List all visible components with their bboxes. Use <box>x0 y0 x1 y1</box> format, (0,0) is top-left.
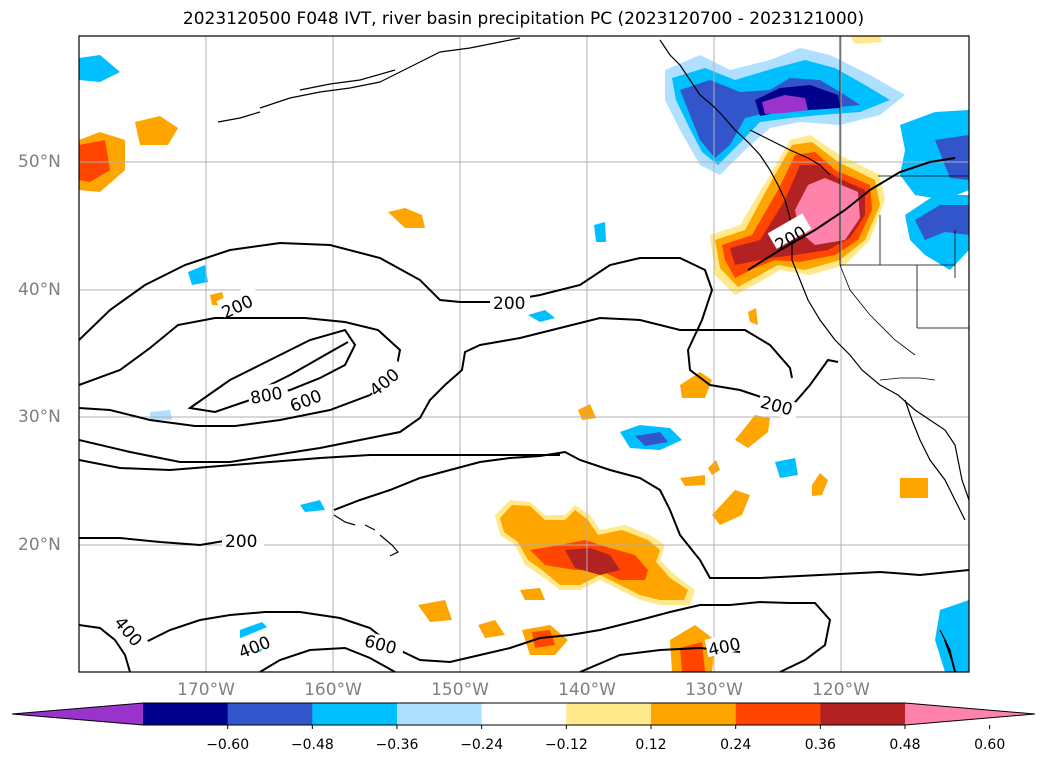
pos-anomaly-region <box>748 308 758 325</box>
borders <box>839 36 969 381</box>
contour-label: 200 <box>758 393 795 421</box>
pos-anomaly-region <box>712 490 750 525</box>
lon-label: 160°W <box>304 680 362 700</box>
neg-anomaly-region <box>935 600 969 672</box>
colorbar-bin <box>397 703 483 725</box>
colorbar-bin <box>735 703 821 725</box>
colorbar-tick-label: −0.60 <box>206 737 250 753</box>
neg-anomaly-region <box>188 265 208 285</box>
colorbar-bin <box>820 703 906 725</box>
colorbar-tick-label: 0.48 <box>889 737 921 753</box>
neg-anomaly-region <box>635 432 668 446</box>
lon-label: 140°W <box>558 680 616 700</box>
ivt-contours <box>79 157 969 672</box>
colorbar-tick-label: −0.48 <box>290 737 334 753</box>
pos-anomaly-region <box>532 630 555 648</box>
colorbar-bin <box>566 703 652 725</box>
lat-label: 40°N <box>18 280 61 300</box>
colorbar-bin <box>481 703 567 725</box>
colorbar-bin <box>651 703 737 725</box>
colorbar <box>11 702 1036 729</box>
colorbar-tick-label: 0.36 <box>804 737 836 753</box>
pos-anomaly-region <box>478 620 505 638</box>
colorbar-bin <box>312 703 398 725</box>
colorbar-tick-label: −0.12 <box>544 737 588 753</box>
pos-anomaly-region <box>418 600 452 622</box>
pos-anomaly-region <box>135 116 178 145</box>
pos-anomaly-region <box>680 372 712 398</box>
lon-label: 130°W <box>685 680 743 700</box>
pos-anomaly-region <box>850 36 882 44</box>
colorbar-tick-label: −0.24 <box>460 737 504 753</box>
pos-anomaly-region <box>900 478 928 498</box>
neg-anomaly-region <box>300 500 325 512</box>
lon-label: 120°W <box>812 680 870 700</box>
pos-anomaly-region <box>520 588 545 600</box>
lon-label: 150°W <box>431 680 489 700</box>
lat-label: 50°N <box>18 152 61 172</box>
colorbar-tick-label: 0.60 <box>974 737 1006 753</box>
neg-anomaly-region <box>915 205 969 240</box>
neg-anomaly-region <box>528 310 555 322</box>
lat-label: 30°N <box>18 407 61 427</box>
colorbar-extend-max <box>905 703 1035 725</box>
colorbar-tick-label: −0.36 <box>375 737 419 753</box>
colorbar-outline <box>11 702 1036 726</box>
pos-anomaly-region <box>795 178 860 245</box>
contour-label: 800 <box>249 384 284 409</box>
graticule <box>79 36 969 672</box>
lat-label: 20°N <box>18 535 61 555</box>
lon-label: 170°W <box>177 680 235 700</box>
contour-label: 200 <box>493 294 525 314</box>
plot-frame <box>78 35 970 673</box>
map-title: 2023120500 F048 IVT, river basin precipi… <box>182 9 865 29</box>
pos-anomaly-region <box>565 548 620 575</box>
pos-anomaly-region <box>735 415 770 448</box>
neg-anomaly-region <box>79 55 120 82</box>
precip-shading <box>79 36 969 672</box>
pos-anomaly-region <box>388 208 425 228</box>
pos-anomaly-region <box>79 140 110 182</box>
neg-anomaly-region <box>775 458 798 478</box>
coastlines <box>217 37 969 672</box>
contour-label: 600 <box>362 631 399 659</box>
pos-anomaly-region <box>812 473 828 496</box>
neg-anomaly-region <box>150 410 172 420</box>
pos-anomaly-region <box>680 475 705 486</box>
colorbar-bin <box>227 703 313 725</box>
colorbar-bin <box>143 703 229 725</box>
colorbar-tick-label: 0.24 <box>720 737 752 753</box>
neg-anomaly-region <box>594 222 606 242</box>
colorbar-extend-min <box>12 703 143 725</box>
colorbar-tick-label: 0.12 <box>635 737 667 753</box>
neg-anomaly-region <box>762 95 808 114</box>
contour-label: 200 <box>225 532 257 552</box>
